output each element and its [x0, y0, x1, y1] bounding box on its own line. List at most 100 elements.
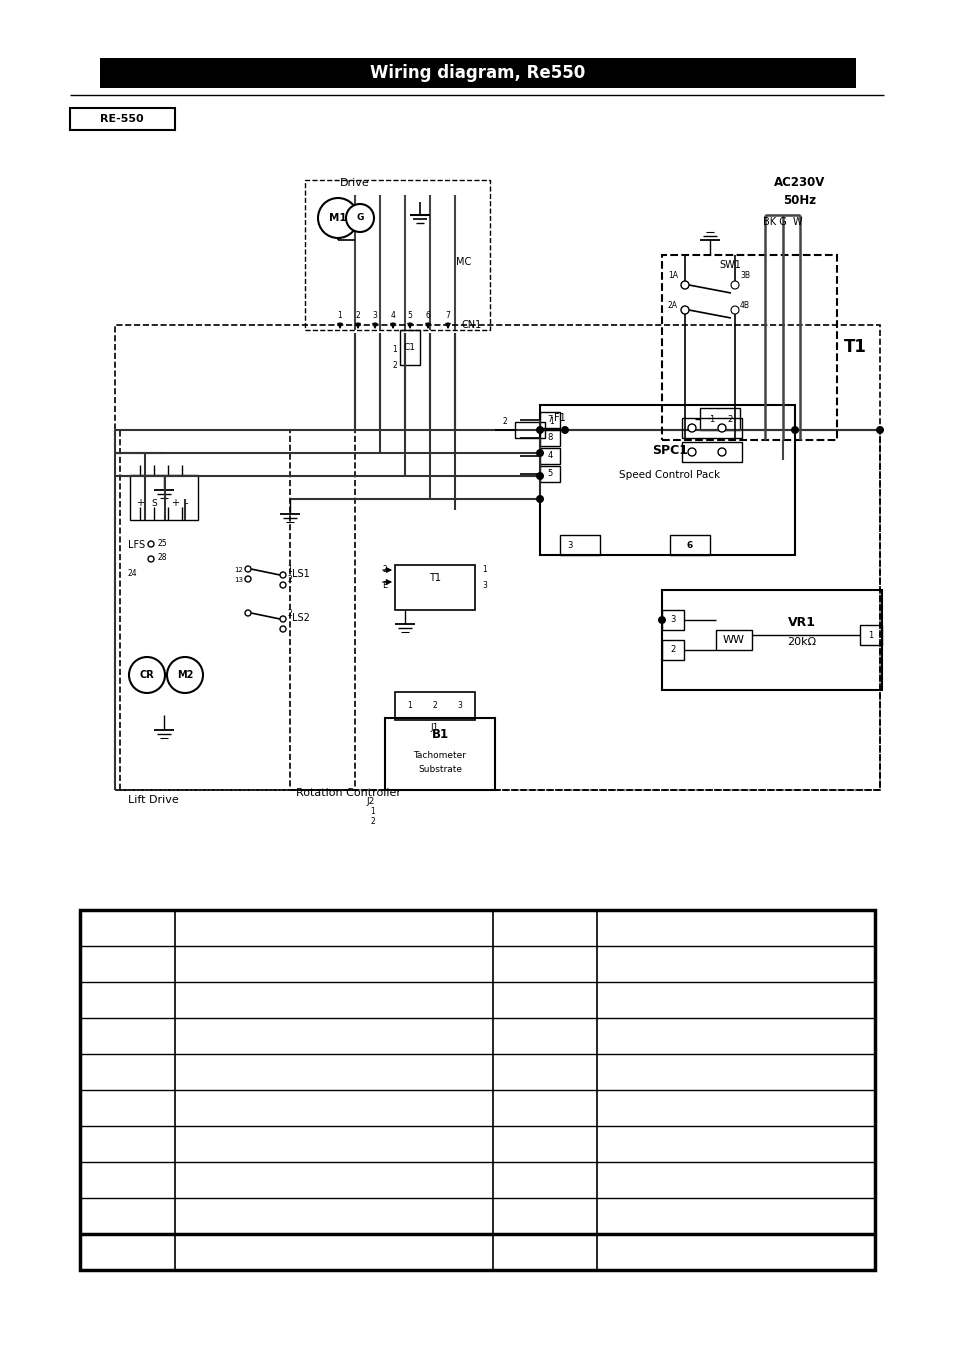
Bar: [305, 180, 490, 330]
Text: 3: 3: [567, 540, 572, 550]
Circle shape: [536, 494, 543, 503]
Bar: [859, 626, 882, 644]
Text: 3: 3: [373, 312, 377, 320]
Text: 20kΩ: 20kΩ: [786, 638, 816, 647]
Text: 1: 1: [482, 566, 487, 574]
Text: 1: 1: [370, 807, 375, 816]
Circle shape: [875, 426, 883, 434]
Text: Lift Drive: Lift Drive: [128, 794, 178, 805]
Bar: [681, 442, 741, 462]
Circle shape: [718, 424, 725, 432]
Bar: [115, 326, 879, 790]
Text: 7: 7: [547, 416, 552, 424]
Circle shape: [280, 571, 286, 578]
Bar: [130, 476, 198, 520]
Text: Substrate: Substrate: [417, 766, 461, 774]
Text: AC230V: AC230V: [774, 177, 825, 189]
Circle shape: [317, 199, 357, 238]
Text: 50Hz: 50Hz: [782, 193, 816, 207]
Circle shape: [658, 616, 665, 624]
Text: J2: J2: [366, 797, 375, 805]
Text: 5: 5: [407, 312, 412, 320]
Text: B1: B1: [431, 728, 448, 742]
Bar: [70, 108, 174, 130]
Text: RE-550: RE-550: [100, 113, 144, 124]
Bar: [539, 405, 794, 555]
Text: 1A: 1A: [667, 270, 678, 280]
Bar: [661, 255, 836, 440]
Text: 2: 2: [502, 417, 507, 427]
Bar: [290, 430, 879, 790]
Bar: [661, 590, 882, 690]
Text: WW: WW: [722, 635, 744, 644]
Bar: [539, 466, 559, 482]
Circle shape: [536, 449, 543, 457]
Bar: [716, 630, 751, 650]
Circle shape: [280, 626, 286, 632]
Text: 2: 2: [355, 312, 360, 320]
Circle shape: [280, 616, 286, 621]
Circle shape: [129, 657, 165, 693]
Circle shape: [245, 611, 251, 616]
Text: F1: F1: [554, 413, 565, 423]
Text: 28: 28: [158, 554, 168, 562]
Text: SW1: SW1: [719, 259, 740, 270]
Bar: [539, 449, 559, 463]
Text: 2: 2: [382, 566, 387, 574]
Circle shape: [280, 582, 286, 588]
Text: 1: 1: [393, 346, 397, 354]
Text: 3: 3: [457, 701, 462, 711]
Circle shape: [148, 557, 153, 562]
Text: 2: 2: [432, 701, 436, 711]
Text: 2: 2: [393, 361, 397, 370]
Bar: [539, 430, 559, 446]
Text: LS1: LS1: [292, 569, 310, 580]
Text: 24: 24: [128, 569, 137, 577]
Text: 1: 1: [287, 565, 292, 574]
Text: 3B: 3B: [740, 270, 749, 280]
Circle shape: [536, 426, 543, 434]
Circle shape: [167, 657, 203, 693]
Text: VR1: VR1: [787, 616, 815, 628]
Text: T1: T1: [842, 339, 865, 357]
Text: 25: 25: [158, 539, 168, 547]
Text: CR: CR: [139, 670, 154, 680]
Bar: [700, 408, 740, 430]
Bar: [539, 412, 559, 428]
Text: 2: 2: [670, 646, 675, 654]
Circle shape: [560, 426, 568, 434]
Circle shape: [680, 281, 688, 289]
Bar: [681, 417, 741, 438]
Text: 13: 13: [233, 577, 243, 584]
Circle shape: [680, 305, 688, 313]
Text: 4B: 4B: [740, 300, 749, 309]
Text: M1: M1: [329, 213, 347, 223]
Text: 4: 4: [390, 312, 395, 320]
Text: S: S: [151, 499, 156, 508]
Bar: [80, 911, 874, 1270]
Circle shape: [687, 424, 696, 432]
Text: 12: 12: [233, 567, 243, 573]
Circle shape: [718, 449, 725, 457]
Text: +: +: [171, 499, 179, 508]
Text: E: E: [382, 581, 387, 589]
Text: 8: 8: [547, 434, 552, 443]
Text: 3: 3: [482, 581, 487, 589]
Bar: [559, 535, 599, 555]
Circle shape: [346, 204, 374, 232]
Bar: [515, 422, 544, 438]
Text: MC: MC: [456, 257, 471, 267]
Text: -: -: [184, 499, 188, 508]
Text: LS2: LS2: [292, 613, 310, 623]
Text: 2A: 2A: [667, 300, 678, 309]
Bar: [100, 58, 855, 88]
Text: SPC1: SPC1: [651, 443, 687, 457]
Circle shape: [245, 576, 251, 582]
Text: 2: 2: [370, 816, 375, 825]
Text: 1: 1: [867, 631, 873, 639]
Text: T1: T1: [429, 573, 440, 584]
Text: 6: 6: [425, 312, 430, 320]
Circle shape: [687, 449, 696, 457]
Text: CN1: CN1: [461, 320, 482, 330]
Text: Wiring diagram, Re550: Wiring diagram, Re550: [370, 63, 585, 82]
